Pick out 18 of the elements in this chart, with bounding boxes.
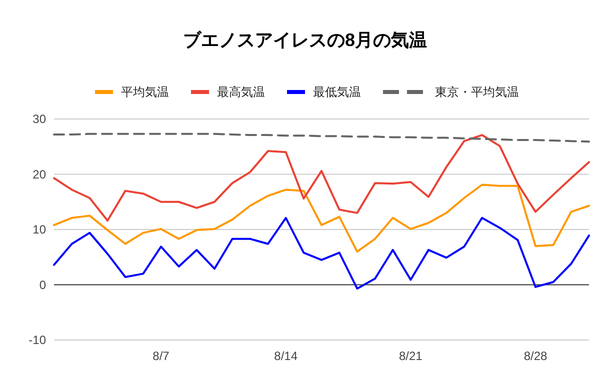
y-tick-label: -10 xyxy=(28,333,46,348)
chart-title: ブエノスアイレスの8月の気温 xyxy=(183,30,428,50)
line-series xyxy=(53,184,590,253)
y-tick-label: 30 xyxy=(32,112,46,126)
y-tick-label: 20 xyxy=(32,167,46,182)
x-tick-label: 8/7 xyxy=(152,349,170,363)
y-tick-label: 10 xyxy=(32,222,46,237)
legend-label: 東京・平均気温 xyxy=(435,85,519,100)
line-series xyxy=(53,216,590,290)
x-tick-label: 8/21 xyxy=(398,349,423,363)
y-tick-label: 0 xyxy=(39,278,46,292)
line-series xyxy=(53,134,590,222)
legend-label: 最低気温 xyxy=(313,85,361,100)
legend-label: 平均気温 xyxy=(121,85,169,100)
line-series xyxy=(53,132,590,143)
legend-label: 最高気温 xyxy=(217,85,265,100)
x-tick-label: 8/14 xyxy=(274,349,298,363)
x-tick-label: 8/28 xyxy=(524,349,548,363)
